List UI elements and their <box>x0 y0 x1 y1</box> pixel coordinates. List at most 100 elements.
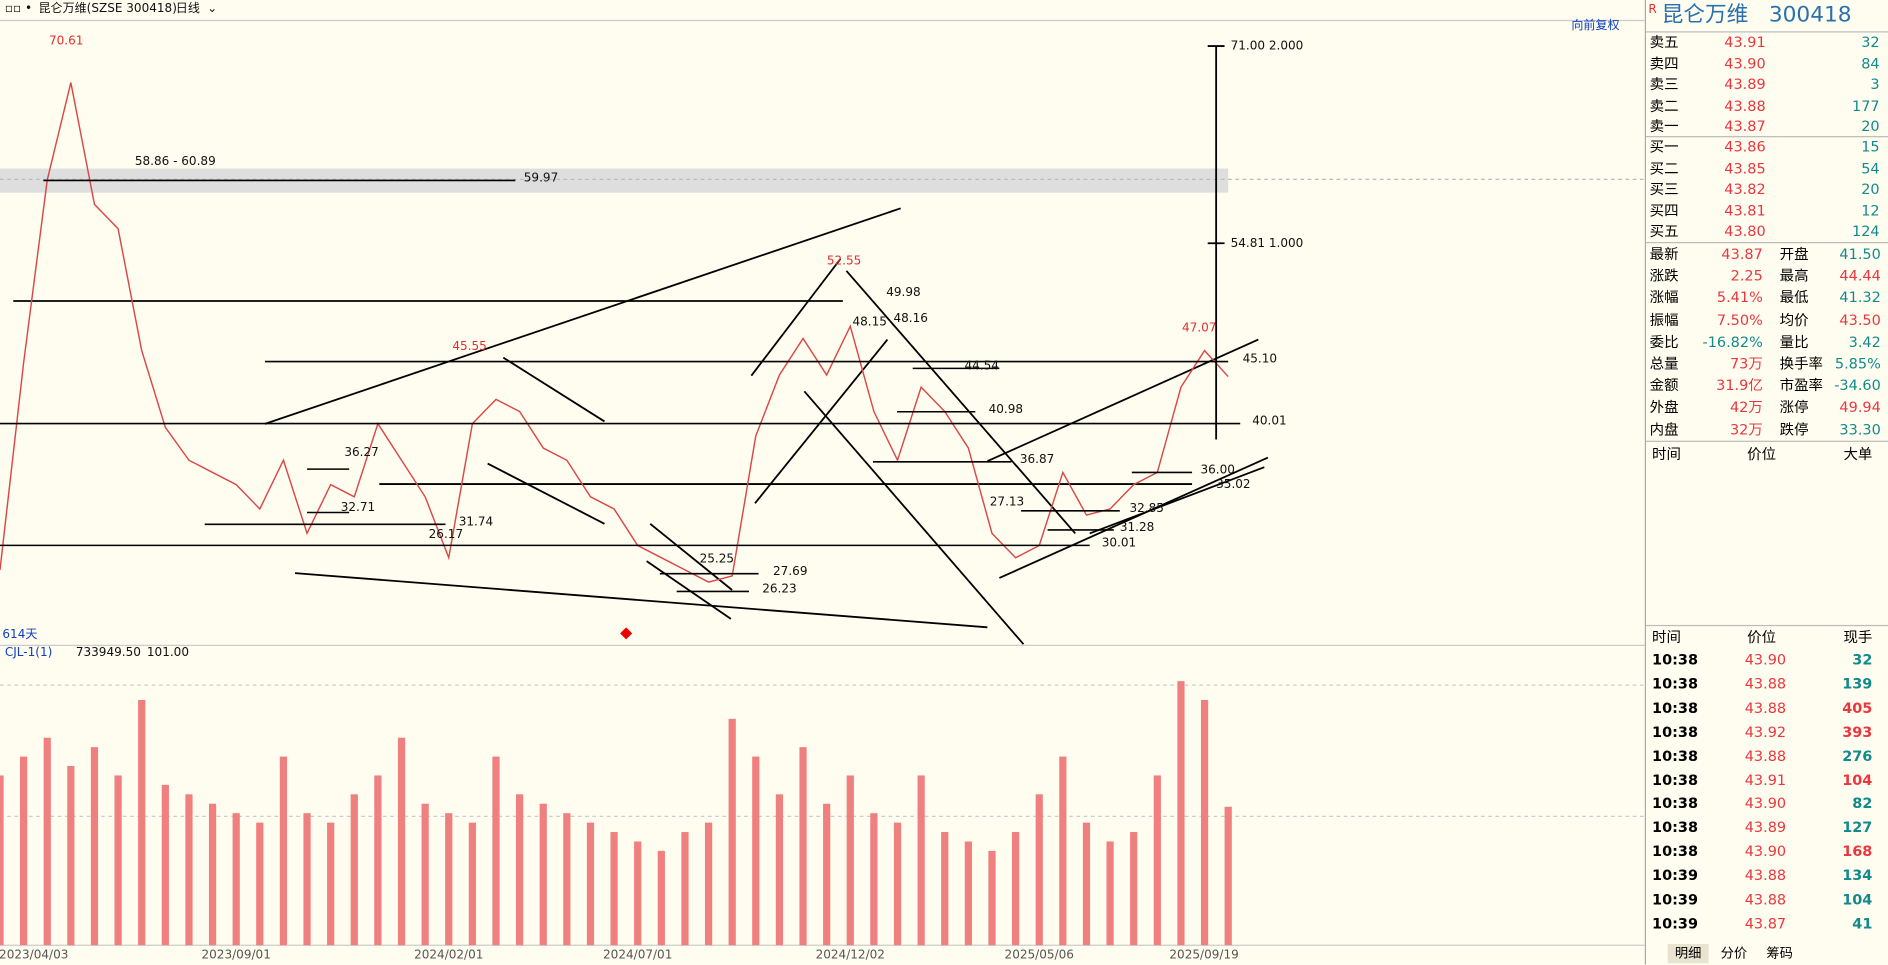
book-label: 卖二 <box>1649 96 1679 114</box>
column-header: 大单 <box>1843 445 1873 463</box>
indicator-name[interactable]: CJL-1(1) <box>5 645 52 659</box>
toolbar-icon[interactable]: ▫▫ • <box>5 1 32 15</box>
period[interactable]: 日线 <box>176 1 200 15</box>
peak-label: 47.07 <box>1182 320 1216 334</box>
tab[interactable]: 分价 <box>1720 945 1748 961</box>
indicator-value: 101.00 <box>147 645 189 659</box>
volume-bar <box>728 718 736 946</box>
volume-bar <box>185 794 193 946</box>
separator <box>1646 624 1888 627</box>
stat-label: 涨幅 <box>1649 289 1679 307</box>
stat-value: 41.50 <box>1839 245 1881 263</box>
trade-volume: 104 <box>1842 891 1873 908</box>
volume-bar <box>350 794 358 946</box>
book-label: 买二 <box>1649 159 1679 177</box>
trade-time: 10:38 <box>1652 723 1699 741</box>
trade-volume: 41 <box>1852 914 1873 932</box>
tab[interactable]: 明细 <box>1667 944 1709 964</box>
trade-volume: 168 <box>1842 843 1873 860</box>
stat-label: 涨停 <box>1779 399 1809 416</box>
level-label: 59.97 <box>524 171 558 185</box>
separator <box>1646 440 1888 442</box>
x-tick-label: 2025/05/06 <box>1005 947 1074 961</box>
volume-bar <box>1130 832 1138 946</box>
trade-time: 10:38 <box>1652 699 1699 717</box>
trade-volume: 393 <box>1842 723 1873 741</box>
book-label: 卖五 <box>1649 33 1679 51</box>
stat-label: 最低 <box>1779 289 1809 307</box>
price-line <box>0 82 1229 583</box>
trade-volume: 127 <box>1842 819 1873 837</box>
trend-line <box>646 560 732 620</box>
volume-bar <box>941 832 949 946</box>
trend-line <box>1089 466 1265 535</box>
book-label: 买一 <box>1649 138 1679 156</box>
level-label: 36.87 <box>1020 452 1054 466</box>
volume-bar <box>492 756 500 946</box>
stat-label: 开盘 <box>1779 245 1809 263</box>
stock-name: 昆仑万维 <box>1661 2 1749 28</box>
volume-bar <box>327 822 335 946</box>
volume-bar <box>1011 832 1020 946</box>
volume-bar <box>893 822 902 946</box>
book-label: 买三 <box>1649 180 1679 198</box>
trade-price: 43.88 <box>1744 699 1787 717</box>
trade-price: 43.88 <box>1744 675 1787 693</box>
dropdown-icon[interactable]: ⌄ <box>207 1 217 15</box>
trend-line <box>754 338 889 504</box>
level-label: 36.27 <box>344 445 378 459</box>
column-header: 价位 <box>1747 628 1777 646</box>
stat-value: 32万 <box>1729 420 1763 438</box>
level-label: 26.23 <box>762 582 796 596</box>
stat-value: 41.32 <box>1839 289 1881 307</box>
volume-bar <box>1224 806 1232 946</box>
stock-code: 300418 <box>1768 2 1852 28</box>
stat-label: 均价 <box>1779 311 1809 329</box>
trend-line <box>294 572 988 629</box>
volume-bar <box>1153 775 1161 946</box>
volume-bar <box>870 813 878 946</box>
trade-price: 43.90 <box>1744 795 1787 813</box>
stat-value: 5.41% <box>1716 289 1763 307</box>
volume-bar <box>468 822 476 946</box>
trend-line <box>264 207 901 425</box>
marker <box>620 627 633 640</box>
level-label: 27.13 <box>990 495 1024 509</box>
volume-bar <box>823 803 831 946</box>
book-price: 43.82 <box>1724 180 1766 198</box>
x-tick-label: 2024/07/01 <box>603 947 672 961</box>
stat-value: 73万 <box>1729 355 1763 373</box>
stat-label: 量比 <box>1779 333 1809 351</box>
stat-label: 涨跌 <box>1649 267 1679 285</box>
volume-bar <box>161 784 169 946</box>
separator <box>1646 136 1888 138</box>
book-volume: 84 <box>1861 54 1880 72</box>
x-tick-label: 2025/09/19 <box>1169 947 1238 961</box>
volume-bar <box>586 822 595 946</box>
level-label: 40.98 <box>989 402 1023 416</box>
trend-line <box>999 456 1269 579</box>
trade-time: 10:39 <box>1652 867 1699 884</box>
background <box>0 0 1645 964</box>
stat-label: 内盘 <box>1649 420 1679 438</box>
volume-bar <box>1082 822 1091 946</box>
volume-bar <box>516 794 524 946</box>
tab[interactable]: 筹码 <box>1766 945 1793 961</box>
volume-bar <box>799 747 807 946</box>
volume-bar <box>208 803 217 946</box>
volume-bar <box>775 794 784 946</box>
restore-mode[interactable]: 向前复权 <box>1571 17 1619 32</box>
level-label: 36.00 <box>1200 463 1234 477</box>
volume-bar <box>397 737 406 946</box>
volume-bar <box>1200 699 1209 946</box>
trend-line <box>487 462 605 525</box>
trend-line <box>845 270 1076 535</box>
level-label: 31.28 <box>1120 520 1154 534</box>
stat-value: 2.25 <box>1730 267 1763 285</box>
stat-label: 换手率 <box>1779 355 1824 373</box>
book-volume: 32 <box>1861 33 1880 51</box>
volume-bar <box>610 832 618 946</box>
peak-label: 70.61 <box>49 34 83 48</box>
stat-value: 7.50% <box>1716 311 1763 329</box>
